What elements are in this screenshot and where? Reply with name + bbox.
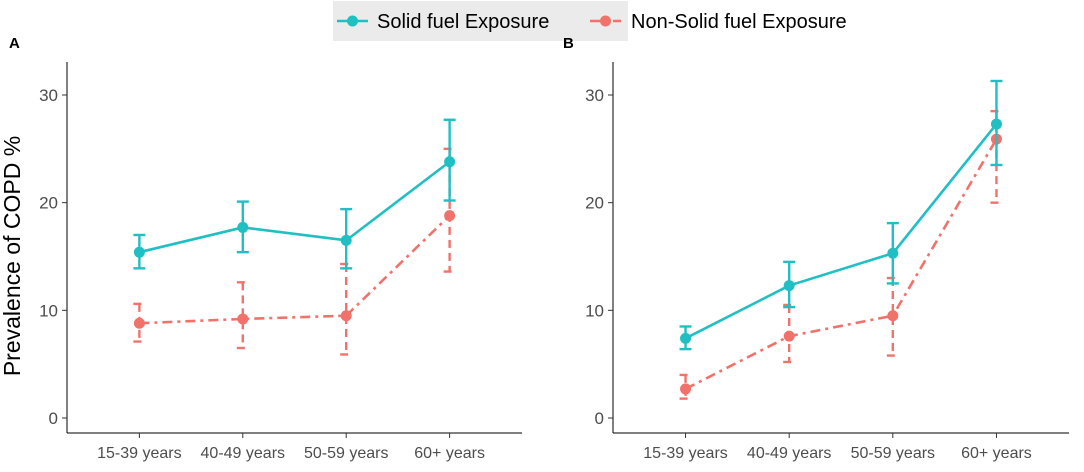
series-non-solid-fuel (679, 109, 1003, 400)
legend-key-background (333, 1, 586, 41)
data-point (783, 330, 795, 342)
legend-key-marker (600, 15, 611, 27)
data-point (444, 156, 456, 168)
x-tick-label: 40-49 years (747, 445, 832, 462)
x-tick-label: 40-49 years (201, 445, 286, 462)
y-tick-label: 20 (585, 194, 604, 213)
data-point (990, 118, 1002, 130)
data-point (237, 313, 249, 325)
data-point (237, 221, 249, 233)
x-tick-label: 15-39 years (97, 445, 182, 462)
series-line (139, 160, 451, 254)
x-tick-label: 60+ years (414, 445, 485, 462)
legend-label: Non-Solid fuel Exposure (631, 11, 847, 33)
series-line (684, 138, 998, 391)
x-tick-label: 15-39 years (643, 445, 728, 462)
legend-key-marker (347, 15, 358, 27)
data-point (783, 280, 795, 292)
y-tick-label: 20 (39, 194, 58, 213)
data-point (444, 210, 456, 222)
legend: Solid fuel Exposure Non-Solid fuel Exposu… (333, 1, 847, 41)
panel-label: A (9, 35, 20, 52)
y-axis-title: Prevalence of COPD % (0, 136, 25, 376)
data-point (887, 310, 899, 322)
x-tick-label: 60+ years (961, 445, 1032, 462)
series-line (139, 214, 451, 325)
series-line (684, 123, 998, 340)
data-point (680, 383, 692, 395)
data-point (887, 247, 899, 259)
y-tick-label: 10 (39, 301, 58, 320)
legend-label: Solid fuel Exposure (377, 11, 549, 33)
y-tick-label: 30 (39, 86, 58, 105)
y-tick-label: 10 (585, 301, 604, 320)
series-non-solid-fuel (133, 147, 456, 356)
y-tick-label: 0 (49, 409, 58, 428)
x-tick-label: 50-59 years (851, 445, 936, 462)
data-point (133, 246, 145, 258)
data-point (340, 234, 352, 246)
series-solid-fuel (679, 79, 1003, 351)
series-solid-fuel (133, 118, 456, 270)
panel-label: B (563, 35, 574, 52)
data-point (133, 317, 145, 329)
data-point (680, 332, 692, 344)
data-point (340, 310, 352, 322)
y-tick-label: 0 (595, 409, 604, 428)
y-tick-label: 30 (585, 86, 604, 105)
x-tick-label: 50-59 years (304, 445, 389, 462)
